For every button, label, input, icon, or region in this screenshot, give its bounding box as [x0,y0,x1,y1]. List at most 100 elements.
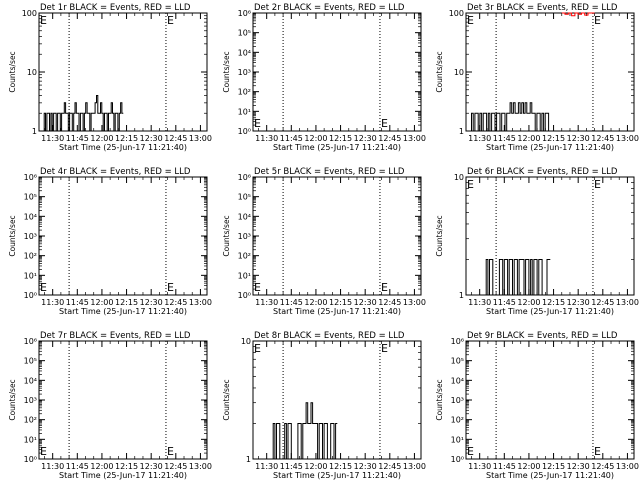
y-tick-label: 1 [246,455,251,464]
y-tick-label: 10⁰ [451,455,464,464]
panel-title: Det 3r BLACK = Events, RED = LLD [467,3,618,13]
plot-frame [252,176,422,296]
y-tick-label: 10⁶ [24,173,37,182]
y-axis-label: Counts/sec [435,215,444,256]
x-axis-label: Start Time (25-Jun-17 11:21:40) [273,307,401,316]
x-tick-label: 12:15 [542,298,565,307]
x-tick-label: 12:30 [140,462,163,471]
series-events-line [484,259,551,296]
x-tick-label: 13:00 [189,298,212,307]
event-marker-label: E [40,281,47,294]
event-marker-label: E [594,178,601,191]
x-tick-label: 12:30 [354,462,377,471]
x-tick-label: 12:00 [517,298,540,307]
y-tick-label: 10³ [238,232,251,241]
series-events-line [42,95,124,132]
x-tick-label: 12:45 [591,298,614,307]
x-tick-label: 12:00 [304,134,327,143]
y-tick-label: 10⁵ [451,357,464,366]
event-marker-label: E [40,14,47,27]
event-marker-label: E [467,178,474,191]
event-marker-label: E [254,281,261,294]
panel-det-5: Det 5r BLACK = Events, RED = LLD 10⁰ 10¹ 10… [222,167,426,316]
y-tick-label: 100 [449,9,464,18]
y-tick-label: 1 [459,127,464,136]
event-marker-label: E [167,445,174,458]
x-tick-label: 12:15 [329,134,352,143]
x-tick-label: 11:45 [66,134,89,143]
x-tick-label: 12:00 [304,298,327,307]
y-tick-label: 10¹ [24,435,37,444]
series-events-line [469,102,551,132]
y-tick-label: 10⁶ [238,173,251,182]
x-tick-label: 12:30 [354,298,377,307]
y-axis-label: Counts/sec [222,51,231,92]
y-axis-label: Counts/sec [222,379,231,420]
panel-title: Det 6r BLACK = Events, RED = LLD [467,167,618,177]
x-tick-label: 12:30 [140,134,163,143]
x-tick-label: 12:00 [517,462,540,471]
x-tick-label: 11:30 [255,298,278,307]
y-tick-label: 10¹ [451,435,464,444]
x-axis-label: Start Time (25-Jun-17 11:21:40) [486,307,614,316]
panel-det-2: Det 2r BLACK = Events, RED = LLD 10⁰ 10¹ 10… [222,3,426,152]
panel-title: Det 4r BLACK = Events, RED = LLD [40,167,191,177]
x-tick-label: 12:15 [115,134,138,143]
plot-frame [38,176,208,296]
event-marker-label: E [40,445,47,458]
x-tick-label: 12:30 [140,298,163,307]
event-marker-label: E [167,281,174,294]
y-tick-label: 10¹ [24,271,37,280]
y-tick-label: 10⁵ [238,193,251,202]
y-tick-label: 10⁰ [238,291,251,300]
event-marker-label: E [467,14,474,27]
y-tick-label: 10⁰ [24,291,37,300]
x-tick-label: 11:45 [66,462,89,471]
x-tick-label: 12:00 [90,134,113,143]
plot-frame [252,340,422,460]
event-marker-label: E [381,281,388,294]
y-axis-label: Counts/sec [435,51,444,92]
plot-frame [465,340,635,460]
x-axis-label: Start Time (25-Jun-17 11:21:40) [486,143,614,152]
x-tick-label: 12:15 [329,298,352,307]
plot-frame [252,12,422,132]
panel-det-9: Det 9r BLACK = Events, RED = LLD 10⁰ 10¹ 10… [435,331,639,480]
x-tick-label: 13:00 [189,134,212,143]
y-tick-label: 10 [454,68,464,77]
x-axis-label: Start Time (25-Jun-17 11:21:40) [59,143,187,152]
y-tick-label: 10⁵ [24,357,37,366]
y-tick-label: 10 [27,68,37,77]
x-tick-label: 12:00 [90,298,113,307]
y-tick-label: 10⁴ [24,212,37,221]
x-tick-label: 12:45 [164,298,187,307]
y-tick-label: 10⁰ [238,127,251,136]
x-tick-label: 11:45 [493,462,516,471]
panel-title: Det 8r BLACK = Events, RED = LLD [254,331,405,341]
x-tick-label: 12:30 [567,462,590,471]
panel-det-8: Det 8r BLACK = Events, RED = LLD 1 10 Count… [222,331,426,480]
x-tick-label: 12:15 [115,298,138,307]
panel-title: Det 7r BLACK = Events, RED = LLD [40,331,191,341]
x-tick-label: 11:30 [41,462,64,471]
y-tick-label: 1 [32,127,37,136]
plot-frame [38,340,208,460]
panel-det-1: Det 1r BLACK = Events, RED = LLD 1 10 100 Co… [8,3,212,152]
series-lld-line [561,12,595,17]
x-tick-label: 11:45 [493,134,516,143]
x-tick-label: 12:45 [164,134,187,143]
x-tick-label: 12:00 [304,462,327,471]
x-axis-label: Start Time (25-Jun-17 11:21:40) [59,471,187,480]
x-tick-label: 12:30 [567,298,590,307]
y-tick-label: 10³ [24,396,37,405]
y-tick-label: 10¹ [238,107,251,116]
y-tick-label: 100 [22,9,37,18]
x-tick-label: 12:45 [591,462,614,471]
x-tick-label: 11:30 [41,298,64,307]
x-axis-label: Start Time (25-Jun-17 11:21:40) [59,307,187,316]
panel-det-3: Det 3r BLACK = Events, RED = LLD 1 10 100 Co… [435,3,639,152]
y-tick-label: 10² [24,252,37,261]
event-marker-label: E [381,342,388,355]
x-tick-label: 12:45 [164,462,187,471]
panel-title: Det 2r BLACK = Events, RED = LLD [254,3,405,13]
